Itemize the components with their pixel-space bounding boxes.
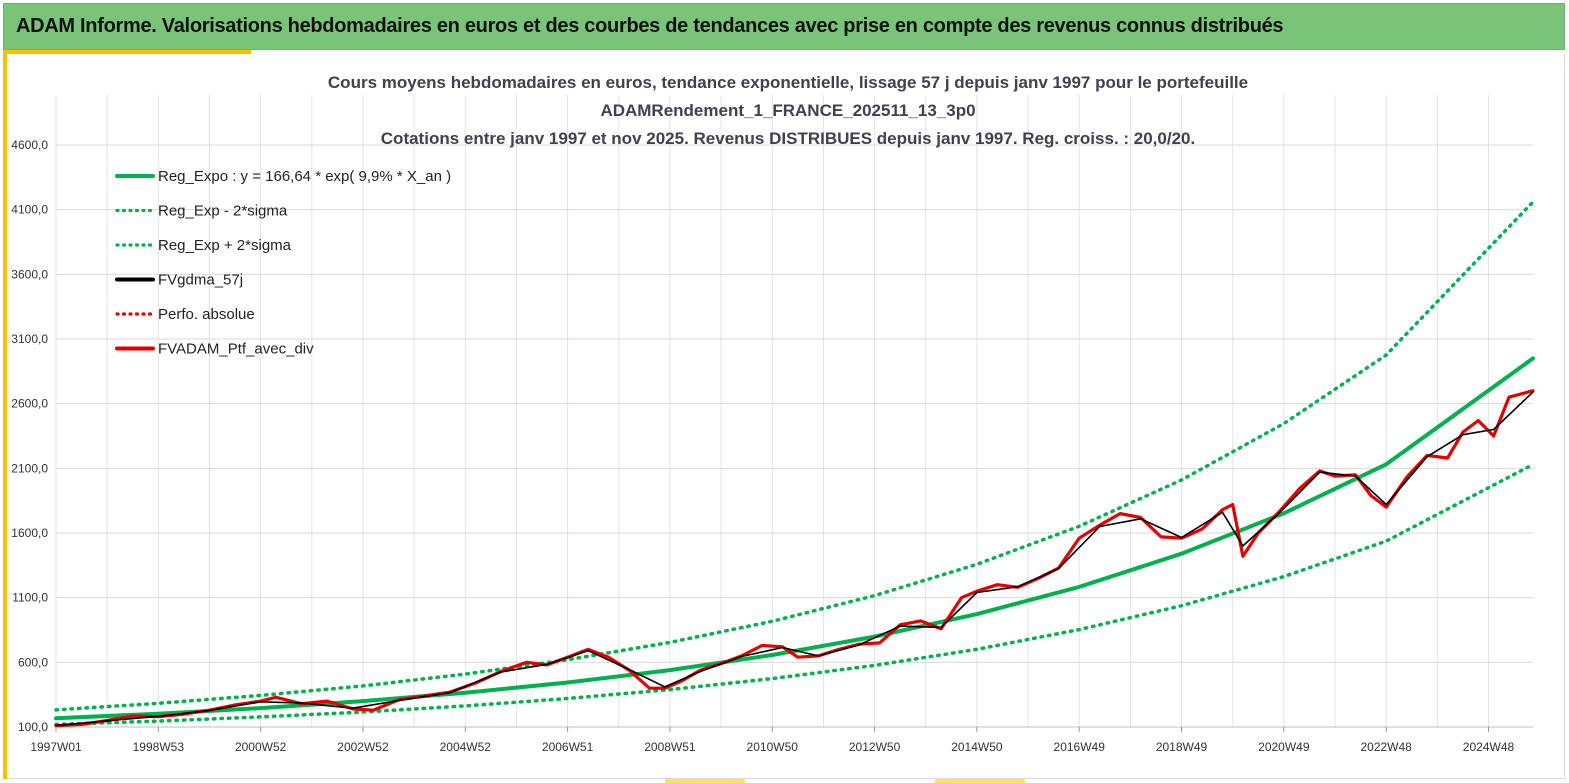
- x-tick-label: 2006W51: [542, 740, 594, 754]
- x-tick-label: 2002W52: [337, 740, 389, 754]
- legend-label: FVgdma_57j: [158, 272, 243, 289]
- chart-frame: [7, 54, 1565, 779]
- x-tick-label: 2004W52: [440, 740, 492, 754]
- y-tick-label: 100,0: [18, 720, 48, 734]
- x-axis: 1997W01 1998W53 2000W52 2002W52 2004W52 2006W…: [30, 727, 1514, 754]
- legend-item: Reg_Exp + 2*sigma: [115, 237, 292, 254]
- chart-title-line: Cotations entre janv 1997 et nov 2025. R…: [381, 129, 1195, 148]
- chart-title-line: ADAMRendement_1_FRANCE_202511_13_3p0: [600, 101, 975, 120]
- chart-title-line: Cours moyens hebdomadaires en euros, ten…: [328, 73, 1248, 92]
- legend-label: Reg_Expo : y = 166,64 * exp( 9,9% * X_an…: [158, 168, 451, 185]
- y-tick-label: 600,0: [18, 655, 48, 669]
- bottom-tab-marker: [935, 779, 1025, 783]
- header-title: ADAM Informe. Valorisations hebdomadaire…: [16, 15, 1284, 37]
- bottom-tab-marker: [665, 779, 745, 783]
- x-tick-label: 1998W53: [133, 740, 185, 754]
- y-tick-label: 2600,0: [11, 397, 48, 411]
- y-tick-label: 3100,0: [11, 332, 48, 346]
- series-line-reg-exp-2-sigma: [54, 200, 1535, 712]
- chart-legend: Reg_Expo : y = 166,64 * exp( 9,9% * X_an…: [115, 168, 451, 358]
- series-line-reg-exp-2-sigma: [54, 462, 1535, 727]
- header-banner: ADAM Informe. Valorisations hebdomadaire…: [3, 3, 1565, 50]
- series-line-fvadam-ptf-avec-div: [54, 389, 1535, 728]
- y-tick-label: 1600,0: [11, 526, 48, 540]
- chart-title: Cours moyens hebdomadaires en euros, ten…: [328, 73, 1248, 148]
- accent-bar-top: [3, 50, 251, 54]
- x-tick-label: 2000W52: [235, 740, 287, 754]
- x-tick-label: 2022W48: [1360, 740, 1412, 754]
- legend-label: Perfo. absolue: [158, 306, 255, 323]
- legend-item: FVADAM_Ptf_avec_div: [115, 341, 314, 358]
- x-tick-label: 2018W49: [1156, 740, 1208, 754]
- y-tick-label: 4600,0: [11, 138, 48, 152]
- chart-series: [54, 200, 1535, 728]
- y-tick-label: 3600,0: [11, 267, 48, 281]
- x-tick-label: 2020W49: [1258, 740, 1310, 754]
- legend-label: Reg_Exp + 2*sigma: [158, 237, 292, 254]
- x-tick-label: 2024W48: [1463, 740, 1515, 754]
- x-tick-label: 2016W49: [1054, 740, 1106, 754]
- x-tick-label: 2012W50: [849, 740, 901, 754]
- x-tick-label: 2014W50: [951, 740, 1003, 754]
- legend-item: FVgdma_57j: [115, 272, 243, 289]
- legend-label: Reg_Exp - 2*sigma: [158, 203, 288, 220]
- y-tick-label: 2100,0: [11, 461, 48, 475]
- x-tick-label: 1997W01: [30, 740, 82, 754]
- y-tick-label: 4100,0: [11, 203, 48, 217]
- legend-item: Reg_Exp - 2*sigma: [115, 203, 288, 220]
- y-tick-label: 1100,0: [12, 591, 48, 605]
- series-line-fvgdma-57j: [55, 391, 1534, 727]
- x-tick-label: 2010W50: [747, 740, 799, 754]
- legend-label: FVADAM_Ptf_avec_div: [158, 341, 314, 358]
- legend-item: Reg_Expo : y = 166,64 * exp( 9,9% * X_an…: [115, 168, 451, 185]
- series-line-reg-expo-y-166-64-exp-9-9-x-an: [54, 356, 1535, 721]
- y-axis: 100,0 600,0 1100,0 1600,0 2100,0 2600,0 3100,0…: [11, 138, 48, 734]
- chart-grid: [55, 95, 1533, 728]
- x-tick-label: 2008W51: [644, 740, 696, 754]
- legend-item: Perfo. absolue: [115, 306, 255, 323]
- accent-bar-left: [3, 50, 7, 779]
